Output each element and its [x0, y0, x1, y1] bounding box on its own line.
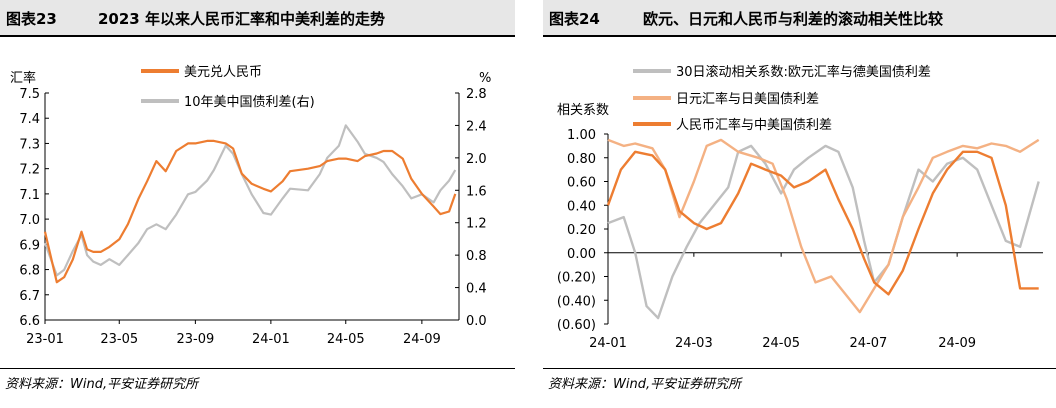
- x-tick-label: 24-05: [762, 336, 800, 351]
- y-tick-label-left: 6.6: [19, 314, 40, 329]
- y-tick-label-right: 1.2: [466, 217, 487, 232]
- legend-label: 日元汇率与日美国债利差: [676, 91, 819, 107]
- x-tick-label: 23-01: [26, 332, 64, 347]
- source-note: 资料来源：Wind,平安证券研究所: [5, 377, 199, 392]
- y-tick-label-right: 2.8: [466, 87, 487, 102]
- x-tick-label: 23-05: [100, 332, 138, 347]
- exchange-rate-spread-chart: 6.6 6.7 6.8 6.9 7.0 7.1 7.2 7.3 7.4 7.5 0.0 0.4 0.8 1…: [10, 65, 491, 347]
- y-tick-label-left: 7.5: [19, 87, 40, 102]
- x-tick-label: 23-09: [176, 332, 214, 347]
- series-line: [607, 138, 1040, 314]
- y-tick-label-left: 7.4: [19, 112, 40, 127]
- y-tick-label-right: 0.0: [466, 314, 487, 329]
- legend-label: 美元兑人民币: [184, 65, 262, 80]
- y-tick-label-left: 6.7: [19, 289, 40, 304]
- y-tick-label: (0.40): [557, 294, 596, 309]
- x-tick-label: 24-01: [589, 336, 627, 351]
- y-tick-label-left: 6.8: [19, 264, 40, 279]
- y-tick-label-left: 7.1: [19, 188, 40, 203]
- x-tick-label: 24-05: [327, 332, 365, 347]
- chart-panel-right: 图表24 欧元、日元和人民币与利差的滚动相关性比较 (0.60) (0.40) (0…: [543, 0, 1056, 408]
- figure-number: 图表23: [6, 10, 57, 28]
- x-tick-label: 24-03: [675, 336, 713, 351]
- figure-title: 2023 年以来人民币汇率和中美利差的走势: [98, 10, 385, 28]
- rolling-correlation-chart: (0.60) (0.40) (0.20) 0.00 0.20 0.40 0.60 0.80 1.…: [557, 64, 1043, 351]
- series-line: [43, 124, 457, 277]
- legend-label: 10年美中国债利差(右): [184, 95, 315, 110]
- y-tick-label-left: 6.9: [19, 238, 40, 253]
- y-tick-label-right: 0.4: [466, 282, 487, 297]
- x-tick-label: 24-09: [938, 336, 976, 351]
- source-divider: [0, 368, 515, 369]
- y-tick-label-left: 7.3: [19, 137, 40, 152]
- legend-label: 人民币汇率与中美国债利差: [676, 117, 832, 133]
- series-line: [607, 144, 1040, 320]
- y-axis-label-right: %: [479, 71, 491, 86]
- source-note: 资料来源：Wind,平安证券研究所: [548, 377, 742, 392]
- figure-header: 图表24 欧元、日元和人民币与利差的滚动相关性比较: [543, 0, 1056, 37]
- y-tick-label: 0.80: [567, 152, 596, 167]
- series-line: [43, 139, 457, 284]
- x-tick-label: 24-09: [403, 332, 441, 347]
- y-tick-label: 0.40: [567, 199, 596, 214]
- y-tick-label-right: 1.6: [466, 184, 487, 199]
- y-tick-label: 0.20: [567, 223, 596, 238]
- y-tick-label: 0.00: [567, 247, 596, 262]
- y-tick-label: (0.20): [557, 271, 596, 286]
- figure-title: 欧元、日元和人民币与利差的滚动相关性比较: [643, 10, 944, 28]
- chart-panel-left: 图表23 2023 年以来人民币汇率和中美利差的走势 6.6 6.7 6.8 6.9 7…: [0, 0, 515, 408]
- y-tick-label-left: 7.2: [19, 163, 40, 178]
- x-tick-label: 24-01: [252, 332, 290, 347]
- x-tick-label: 24-07: [850, 336, 888, 351]
- y-axis-label: 相关系数: [557, 103, 609, 118]
- y-tick-label-right: 2.0: [466, 152, 487, 167]
- figure-number: 图表24: [549, 10, 600, 28]
- y-tick-label-right: 0.8: [466, 249, 487, 264]
- y-axis-label-left: 汇率: [10, 70, 36, 86]
- y-tick-label: (0.60): [557, 318, 596, 333]
- y-tick-label: 1.00: [567, 128, 596, 143]
- series-line: [606, 150, 1039, 296]
- figure-header: 图表23 2023 年以来人民币汇率和中美利差的走势: [0, 0, 515, 37]
- legend-label: 30日滚动相关系数:欧元汇率与德美国债利差: [676, 64, 931, 80]
- y-tick-label: 0.60: [567, 176, 596, 191]
- y-tick-label-left: 7.0: [19, 213, 40, 228]
- source-divider: [543, 368, 1056, 369]
- y-tick-label-right: 2.4: [466, 119, 487, 134]
